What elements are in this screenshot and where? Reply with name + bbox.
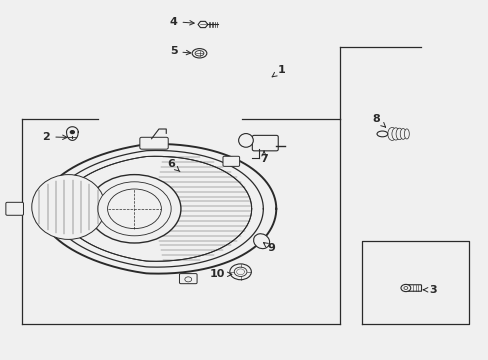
Circle shape bbox=[403, 287, 407, 289]
Text: 1: 1 bbox=[271, 65, 285, 77]
Circle shape bbox=[98, 182, 171, 236]
Ellipse shape bbox=[404, 129, 408, 139]
Circle shape bbox=[229, 264, 251, 280]
Ellipse shape bbox=[387, 127, 396, 140]
Ellipse shape bbox=[395, 128, 402, 140]
FancyBboxPatch shape bbox=[179, 274, 197, 284]
FancyBboxPatch shape bbox=[140, 137, 168, 149]
Circle shape bbox=[70, 131, 74, 134]
Ellipse shape bbox=[391, 128, 399, 140]
Ellipse shape bbox=[399, 129, 405, 139]
FancyBboxPatch shape bbox=[6, 202, 23, 215]
Text: 7: 7 bbox=[260, 151, 267, 164]
Ellipse shape bbox=[376, 131, 387, 137]
Ellipse shape bbox=[192, 49, 206, 58]
Text: 10: 10 bbox=[209, 269, 231, 279]
Polygon shape bbox=[61, 156, 251, 261]
Circle shape bbox=[184, 277, 191, 282]
Text: 4: 4 bbox=[169, 17, 194, 27]
Text: 3: 3 bbox=[422, 285, 436, 295]
Circle shape bbox=[234, 267, 246, 276]
Ellipse shape bbox=[253, 234, 269, 249]
Ellipse shape bbox=[238, 134, 253, 147]
Circle shape bbox=[107, 189, 161, 229]
Text: 9: 9 bbox=[263, 243, 275, 253]
Text: 2: 2 bbox=[42, 132, 67, 142]
FancyBboxPatch shape bbox=[223, 156, 239, 166]
Text: 5: 5 bbox=[169, 46, 190, 57]
Text: 6: 6 bbox=[167, 159, 180, 172]
Ellipse shape bbox=[195, 51, 203, 56]
FancyBboxPatch shape bbox=[407, 285, 421, 291]
FancyBboxPatch shape bbox=[252, 135, 278, 151]
Circle shape bbox=[400, 284, 410, 292]
Circle shape bbox=[88, 175, 181, 243]
Ellipse shape bbox=[32, 175, 105, 239]
Text: 8: 8 bbox=[372, 114, 385, 127]
